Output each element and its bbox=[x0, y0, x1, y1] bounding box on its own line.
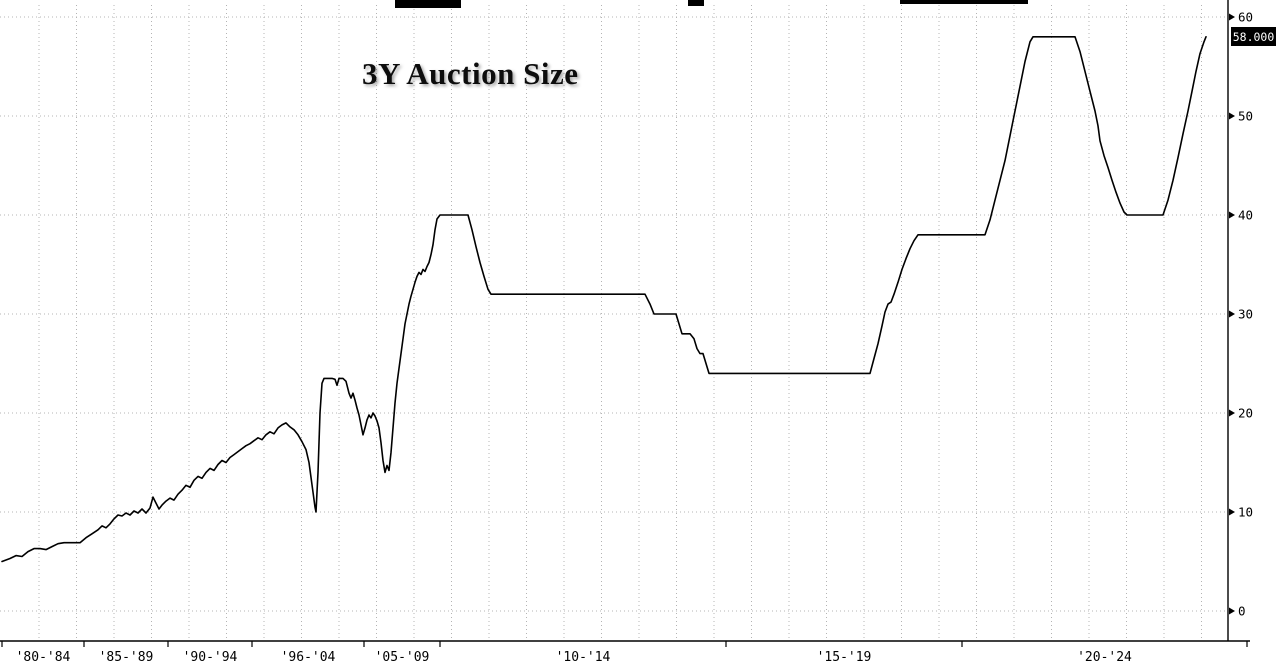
y-axis-label: 20 bbox=[1238, 406, 1253, 421]
y-tick-arrow-icon bbox=[1229, 112, 1235, 120]
y-axis-label: 0 bbox=[1238, 604, 1246, 619]
cropped-text-artifact bbox=[395, 0, 461, 8]
x-axis-label: '15-'19 bbox=[817, 650, 872, 665]
x-axis-label: '96-'04 bbox=[281, 650, 336, 665]
x-axis-label: '20-'24 bbox=[1077, 650, 1132, 665]
y-axis-label: 50 bbox=[1238, 109, 1253, 124]
x-axis-label: '05-'09 bbox=[375, 650, 430, 665]
y-tick-arrow-icon bbox=[1229, 409, 1235, 417]
cropped-text-artifact bbox=[688, 0, 704, 6]
x-axis-label: '80-'84 bbox=[16, 650, 71, 665]
x-axis-label: '10-'14 bbox=[556, 650, 611, 665]
y-axis-label: 10 bbox=[1238, 505, 1253, 520]
last-price-label: 58.000 bbox=[1232, 29, 1275, 44]
x-axis-label: '85-'89 bbox=[99, 650, 154, 665]
chart-title: 3Y Auction Size bbox=[362, 56, 579, 91]
y-tick-arrow-icon bbox=[1229, 607, 1235, 615]
y-tick-arrow-icon bbox=[1229, 13, 1235, 21]
last-price-badge: 58.000 bbox=[1231, 27, 1276, 47]
y-tick-arrow-icon bbox=[1229, 310, 1235, 318]
y-axis-label: 30 bbox=[1238, 307, 1253, 322]
y-axis-label: 40 bbox=[1238, 208, 1253, 223]
series-line bbox=[1, 35, 1207, 563]
cropped-text-artifact bbox=[900, 0, 1028, 4]
x-axis-label: '90-'94 bbox=[183, 650, 238, 665]
y-axis-label: 60 bbox=[1238, 10, 1253, 25]
y-tick-arrow-icon bbox=[1229, 508, 1235, 516]
y-tick-arrow-icon bbox=[1229, 211, 1235, 219]
